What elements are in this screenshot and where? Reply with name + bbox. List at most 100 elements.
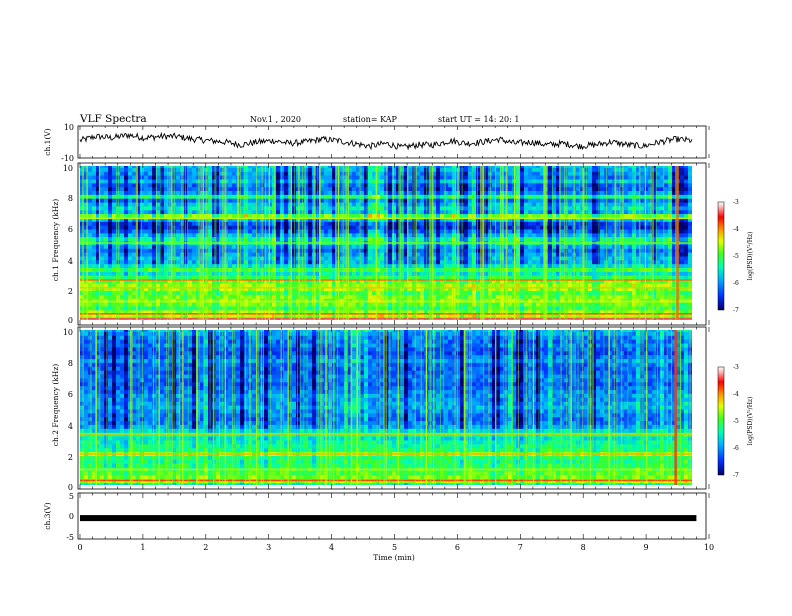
spectrogram-cell <box>108 168 112 172</box>
spectrogram-cell <box>476 226 480 230</box>
spectrogram-cell <box>420 180 424 184</box>
spectrogram-cell <box>284 172 288 176</box>
spectrogram-cell <box>276 230 280 234</box>
spectrogram-cell <box>128 257 132 261</box>
spectrogram-cell <box>368 233 372 237</box>
spectrogram-cell <box>632 253 636 257</box>
spectrogram-cell <box>140 172 144 176</box>
spectrogram-cell <box>192 268 196 272</box>
spectrogram-cell <box>88 180 92 184</box>
spectrogram-cell <box>632 260 636 264</box>
spectrogram-cell <box>528 264 532 268</box>
spectrogram-cell <box>192 195 196 199</box>
spectrogram-cell <box>388 210 392 214</box>
spectrogram-cell <box>88 164 92 168</box>
spectrogram-cell <box>368 180 372 184</box>
spectrogram-cell <box>352 203 356 207</box>
spectrogram-cell <box>644 272 648 276</box>
spectrogram-cell <box>592 268 596 272</box>
spectrogram-cell <box>228 253 232 257</box>
spectrogram-cell <box>588 222 592 226</box>
spectrogram-cell <box>148 222 152 226</box>
spectrogram-cell <box>384 260 388 264</box>
spectrogram-cell <box>508 187 512 191</box>
spectrogram-cell <box>284 253 288 257</box>
spectrogram-cell <box>596 237 600 241</box>
spectrogram-cell <box>248 180 252 184</box>
spectrogram-cell <box>280 176 284 180</box>
spectrogram-cell <box>144 210 148 214</box>
spectrogram-cell <box>628 195 632 199</box>
spectrogram-cell <box>464 199 468 203</box>
spectrogram-cell <box>596 183 600 187</box>
spectrogram-cell <box>688 203 692 207</box>
spectrogram-cell <box>352 260 356 264</box>
spectrogram-cell <box>440 195 444 199</box>
spectrogram-cell <box>632 180 636 184</box>
spectrogram-cell <box>496 164 500 168</box>
spectrogram-cell <box>180 257 184 261</box>
spectrogram-cell <box>520 253 524 257</box>
spectrogram-cell <box>472 191 476 195</box>
spectrogram-cell <box>252 268 256 272</box>
spectrogram-cell <box>588 191 592 195</box>
spectrogram-cell <box>532 206 536 210</box>
spectrogram-cell <box>472 222 476 226</box>
spectrogram-cell <box>520 257 524 261</box>
spectrogram-cell <box>440 172 444 176</box>
spectrogram-cell <box>244 226 248 230</box>
spectrogram-cell <box>364 206 368 210</box>
spectrogram-cell <box>264 245 268 249</box>
spectrogram-cell <box>688 199 692 203</box>
spectrogram-cell <box>472 168 476 172</box>
spectrogram-cell <box>476 168 480 172</box>
spectrogram-cell <box>532 249 536 253</box>
spectrogram-cell <box>120 268 124 272</box>
spectrogram-cell <box>440 199 444 203</box>
spectrogram-cell <box>140 206 144 210</box>
spectrogram-cell <box>132 268 136 272</box>
spectrogram-cell <box>528 195 532 199</box>
spectrogram-cell <box>684 164 688 168</box>
spectrogram-cell <box>684 257 688 261</box>
spectrogram-cell <box>88 237 92 241</box>
spectrogram-cell <box>684 237 688 241</box>
spectrogram-cell <box>328 203 332 207</box>
spectrogram-cell <box>144 187 148 191</box>
spectrogram-cell <box>424 199 428 203</box>
spectrogram-cell <box>440 253 444 257</box>
spectrogram-cell <box>568 183 572 187</box>
spectrogram-cell <box>284 203 288 207</box>
spectrogram-cell <box>152 195 156 199</box>
spectrogram-cell <box>88 249 92 253</box>
spectrogram-cell <box>100 187 104 191</box>
spectrogram-cell <box>112 264 116 268</box>
spectrogram-cell <box>592 253 596 257</box>
spectrogram-cell <box>324 187 328 191</box>
spectrogram-cell <box>108 187 112 191</box>
spectrogram-cell <box>176 272 180 276</box>
spectrogram-cell <box>468 180 472 184</box>
spectrogram-cell <box>520 180 524 184</box>
spectrogram-cell <box>568 191 572 195</box>
spectrogram-cell <box>124 264 128 268</box>
spectrogram-cell <box>664 164 668 168</box>
spectrogram-cell <box>208 245 212 249</box>
spectrogram-cell <box>448 172 452 176</box>
spectrogram-cell <box>568 230 572 234</box>
spectrogram-cell <box>476 164 480 168</box>
spectrogram-cell <box>188 183 192 187</box>
spectrogram-cell <box>528 230 532 234</box>
spectrogram-cell <box>532 199 536 203</box>
spectrogram-cell <box>380 206 384 210</box>
spectrogram-cell <box>192 191 196 195</box>
spectrogram-cell <box>584 172 588 176</box>
spectrogram-cell <box>684 203 688 207</box>
spectrogram-cell <box>188 260 192 264</box>
spectrogram-cell <box>124 272 128 276</box>
spectrogram-cell <box>232 257 236 261</box>
spectrogram-cell <box>592 230 596 234</box>
spectrogram-cell <box>408 226 412 230</box>
spectrogram-cell <box>536 168 540 172</box>
spectrogram-cell <box>532 260 536 264</box>
